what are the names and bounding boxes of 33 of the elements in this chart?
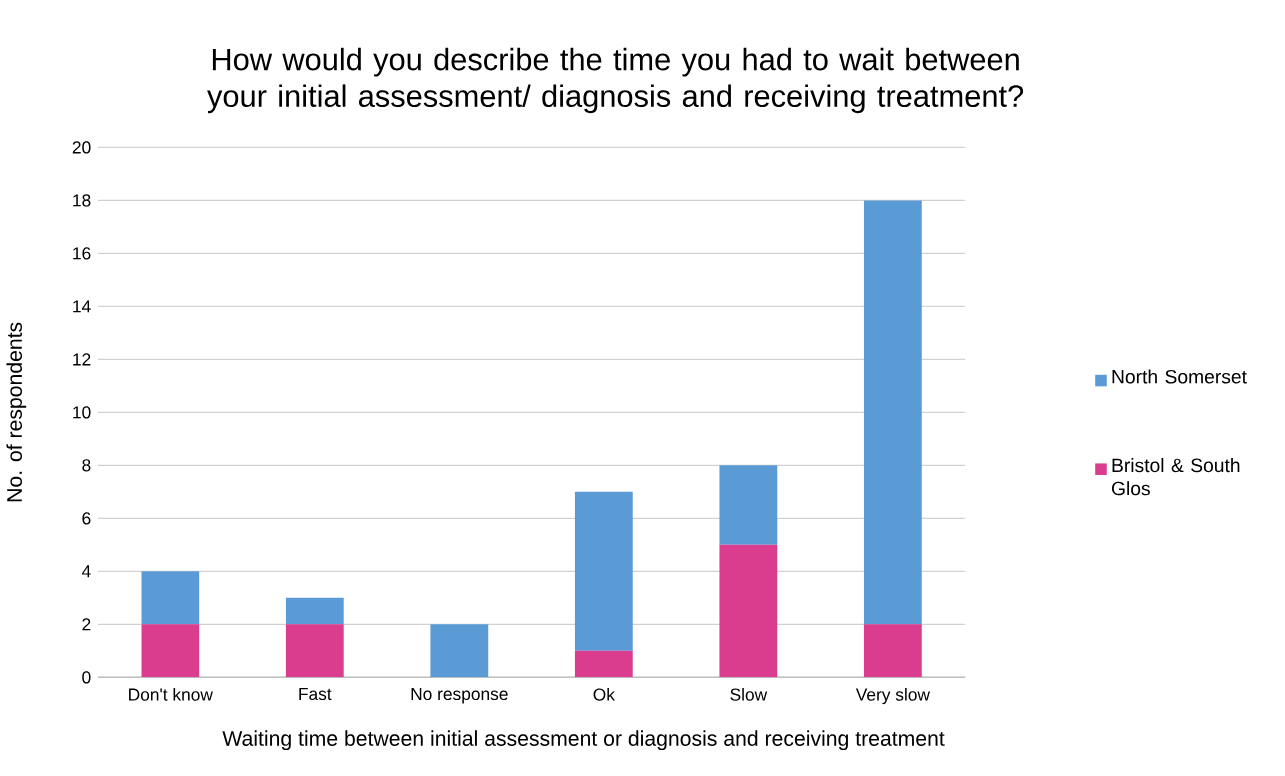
x-tick-label: Very slow: [855, 688, 931, 705]
bar: [285, 624, 344, 678]
y-tick-label: 18: [73, 194, 91, 207]
y-tick-label: 6: [82, 512, 91, 525]
y-tick-label: 8: [82, 459, 91, 472]
bar: [141, 624, 200, 678]
x-tick-label: Ok: [593, 688, 615, 701]
bar: [863, 624, 922, 678]
legend-label: Bristol & South Glos: [1111, 458, 1240, 496]
x-tick-label: Fast: [299, 688, 332, 701]
bar: [863, 200, 922, 625]
bar: [574, 492, 633, 652]
bar: [285, 598, 344, 625]
y-tick-label: 12: [73, 353, 91, 366]
x-tick-label: Slow: [730, 688, 768, 701]
chart-title: How would you describe the time you had to wait between your initial assessment/ diagnosis and receiving treatment?: [207, 48, 1024, 114]
y-tick-label: 4: [81, 565, 91, 578]
x-tick-label: Don't know: [129, 688, 213, 701]
bar: [430, 624, 489, 678]
bar: [141, 571, 200, 625]
x-tick-label: No response: [411, 688, 508, 704]
y-tick-label: 14: [73, 300, 91, 313]
legend-label: North Somerset: [1112, 369, 1247, 384]
y-tick-label: 20: [72, 141, 91, 154]
y-tick-label: 0: [82, 671, 91, 684]
bar: [719, 545, 778, 678]
bar: [574, 651, 633, 678]
y-tick-label: 10: [73, 406, 91, 419]
y-tick-label: 16: [73, 247, 91, 260]
x-axis-title: Waiting time between initial assessment or diagnosis and receiving treatment: [222, 730, 945, 751]
y-axis-title: No. of respondents: [6, 322, 27, 502]
y-tick-label: 2: [82, 618, 91, 631]
bar: [719, 465, 778, 546]
